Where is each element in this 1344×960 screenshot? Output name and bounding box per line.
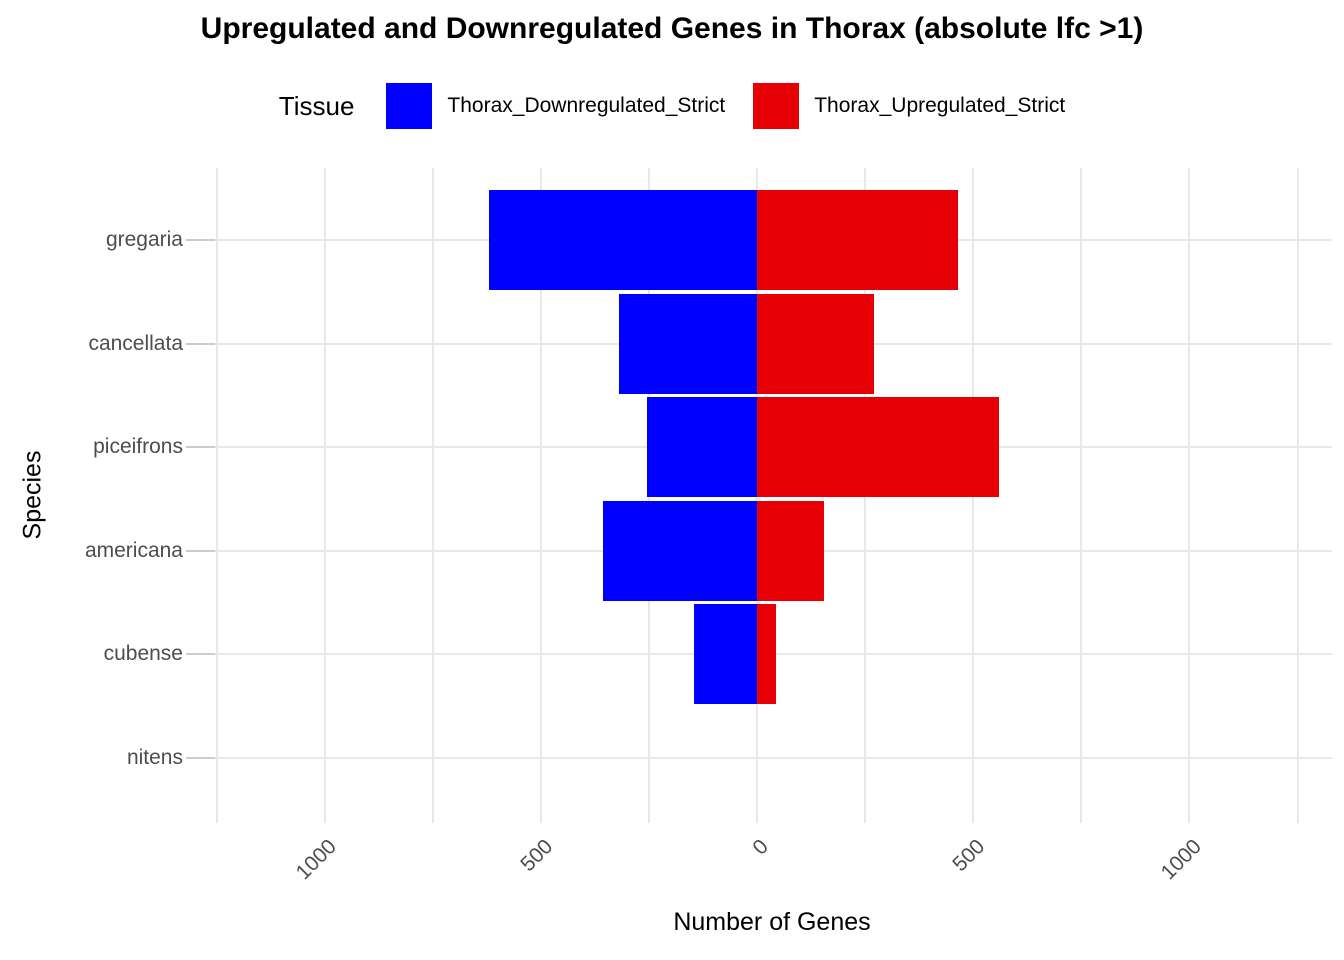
chart-title: Upregulated and Downregulated Genes in T… [200, 12, 1144, 45]
y-axis-tick [186, 653, 215, 656]
gridline-vertical [215, 168, 218, 823]
bar-thorax_downregulated_strict-cancellata [618, 293, 757, 394]
gridline-horizontal [212, 757, 1332, 759]
legend-swatch-blue-icon [386, 83, 433, 129]
gridline-vertical [1296, 168, 1299, 823]
y-axis-label-americana: americana [84, 538, 183, 562]
y-axis-label-gregaria: gregaria [105, 228, 183, 251]
x-tick-label: 0 [748, 835, 774, 860]
legend-title: Tissue [278, 90, 355, 121]
y-axis-label-piceifrons: piceifrons [93, 435, 183, 459]
y-axis-label-cancellata: cancellata [88, 331, 183, 355]
x-tick-label: 1000 [291, 835, 341, 885]
legend-key-downregulated: Thorax_Downregulated_Strict [386, 83, 725, 129]
x-axis-title: Number of Genes [673, 908, 871, 936]
y-axis-label-nitens: nitens [126, 746, 183, 769]
y-axis-tick [186, 342, 215, 345]
x-tick-label: 500 [948, 835, 990, 877]
gridline-vertical [1188, 168, 1191, 823]
y-axis-tick [186, 549, 215, 552]
y-axis-tick [186, 757, 215, 759]
legend-label-upregulated: Thorax_Upregulated_Strict [814, 94, 1066, 117]
bar-thorax_upregulated_strict-americana [757, 500, 825, 601]
legend: Tissue Thorax_Downregulated_Strict Thora… [0, 80, 1344, 132]
x-tick-label: 1000 [1156, 835, 1206, 885]
legend-label-downregulated: Thorax_Downregulated_Strict [447, 94, 726, 117]
bar-thorax_upregulated_strict-gregaria [757, 190, 959, 290]
bar-thorax_upregulated_strict-piceifrons [757, 397, 1000, 498]
gridline-vertical [431, 168, 434, 823]
x-tick-label: 500 [516, 835, 558, 877]
gridline-vertical [323, 168, 326, 823]
bar-thorax_downregulated_strict-piceifrons [646, 397, 757, 498]
bar-thorax_downregulated_strict-gregaria [488, 190, 757, 290]
gridline-vertical [1080, 168, 1083, 823]
legend-swatch-red-icon [753, 83, 800, 129]
gridline-vertical [539, 168, 542, 823]
legend-key-upregulated: Thorax_Upregulated_Strict [753, 83, 1065, 129]
y-axis-tick [186, 446, 215, 449]
x-axis-tick-labels: 1000 500 0 500 1000 [0, 829, 1344, 919]
bar-thorax_downregulated_strict-cubense [694, 604, 757, 705]
y-axis-tick [186, 239, 215, 241]
bar-thorax_downregulated_strict-americana [603, 500, 757, 601]
bar-thorax_upregulated_strict-cubense [757, 604, 777, 705]
bar-thorax_upregulated_strict-cancellata [757, 293, 874, 394]
y-axis-labels: gregaria cancellata piceifrons americana cub… [0, 0, 183, 960]
plot-panel [212, 168, 1332, 823]
y-axis-label-cubense: cubense [103, 642, 183, 666]
